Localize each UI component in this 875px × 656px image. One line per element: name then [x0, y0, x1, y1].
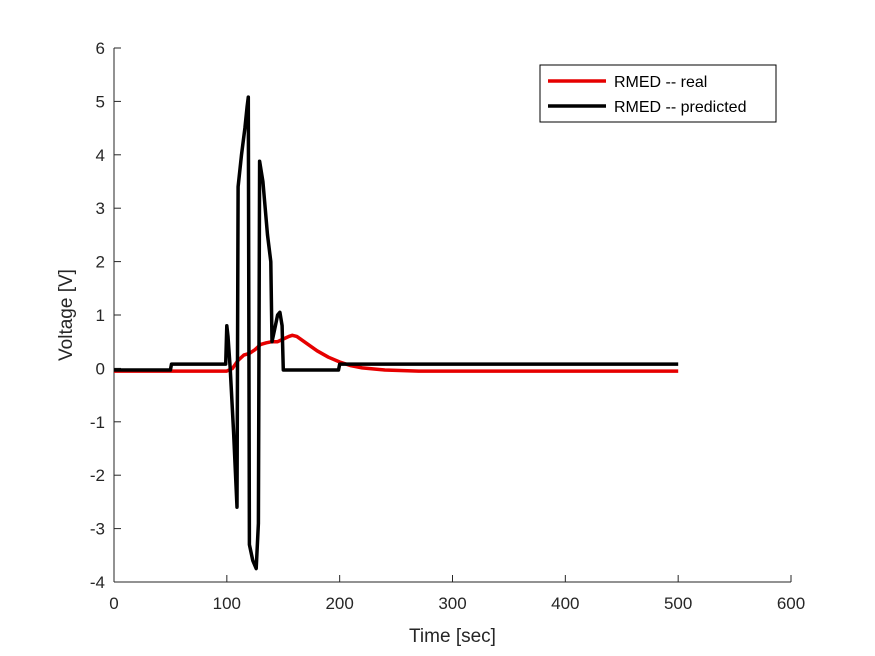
x-axis: 0 100 200 300 400 500 600 [109, 575, 805, 613]
y-tick-label: -2 [90, 466, 105, 485]
x-tick-label: 400 [551, 594, 579, 613]
x-tick-label: 300 [438, 594, 466, 613]
x-tick-label: 200 [325, 594, 353, 613]
y-tick-label: 0 [96, 359, 105, 378]
x-tick-label: 500 [664, 594, 692, 613]
y-tick-label: 4 [96, 146, 105, 165]
series-line-predicted [114, 95, 679, 571]
y-axis: -4 -3 -2 -1 0 1 2 3 4 5 6 [90, 39, 121, 592]
series-layer [114, 95, 679, 571]
y-tick-label: -1 [90, 413, 105, 432]
x-tick-label: 0 [109, 594, 118, 613]
y-tick-label: 2 [96, 253, 105, 272]
y-tick-label: -3 [90, 520, 105, 539]
legend: RMED -- real RMED -- predicted [539, 64, 777, 123]
y-tick-label: 1 [96, 306, 105, 325]
legend-entry-predicted: RMED -- predicted [614, 99, 746, 116]
x-tick-label: 600 [777, 594, 805, 613]
series-line-real [114, 333, 679, 373]
y-tick-label: 6 [96, 39, 105, 58]
y-tick-label: 3 [96, 199, 105, 218]
x-axis-title: Time [sec] [409, 626, 496, 647]
y-tick-label: 5 [96, 92, 105, 111]
y-axis-title: Voltage [V] [56, 269, 77, 361]
legend-box [539, 64, 777, 123]
y-tick-label: -4 [90, 573, 105, 592]
x-tick-label: 100 [213, 594, 241, 613]
legend-entry-real: RMED -- real [614, 74, 707, 91]
